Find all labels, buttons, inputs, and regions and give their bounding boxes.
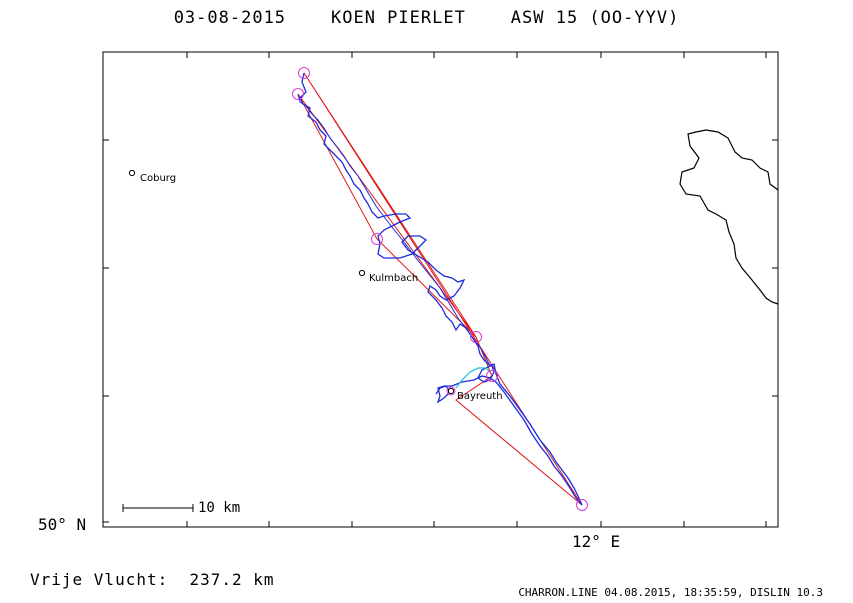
turnpoint-7 bbox=[446, 386, 456, 396]
turnpoint-1 bbox=[298, 67, 310, 79]
scale-label: 10 km bbox=[198, 500, 241, 516]
map-frame bbox=[102, 51, 779, 528]
flight-date: 03-08-2015 bbox=[173, 8, 287, 28]
track-cyan-segment bbox=[455, 367, 491, 389]
footer-file: CHARRON.LINE bbox=[518, 586, 598, 599]
turnpoint-5 bbox=[486, 370, 498, 382]
city-marker-bayreuth bbox=[447, 387, 455, 395]
flight-title: 03-08-2015 KOEN PIERLET ASW 15 (OO-YYV) bbox=[0, 8, 853, 28]
city-marker-kulmbach bbox=[358, 269, 366, 277]
distance-value: 237.2 km bbox=[189, 570, 275, 589]
city-label-kulmbach: Kulmbach bbox=[369, 273, 419, 284]
city-marker-coburg bbox=[128, 169, 136, 177]
city-label-bayreuth: Bayreuth bbox=[457, 391, 503, 402]
country-border bbox=[679, 129, 779, 305]
footer-info: CHARRON.LINE 04.08.2015, 18:35:59, DISLI… bbox=[518, 586, 823, 599]
footer-date: 04.08.2015, bbox=[604, 586, 678, 599]
turnpoint-2 bbox=[292, 88, 304, 100]
distance-summary: Vrije Vlucht: 237.2 km bbox=[30, 570, 275, 589]
route-legs bbox=[297, 72, 583, 506]
turnpoint-6 bbox=[576, 499, 588, 511]
latitude-label: 50° N bbox=[38, 515, 87, 534]
axis-ticks bbox=[103, 52, 778, 527]
city-label-coburg: Coburg bbox=[140, 173, 177, 184]
footer-software: DISLIN 10.3 bbox=[750, 586, 823, 599]
gps-track bbox=[299, 72, 583, 506]
pilot-name: KOEN PIERLET bbox=[331, 8, 466, 28]
distance-label: Vrije Vlucht: bbox=[30, 570, 169, 589]
scale-bar bbox=[122, 504, 194, 512]
glider-name: ASW 15 (OO-YYV) bbox=[510, 8, 680, 28]
longitude-label: 12° E bbox=[572, 532, 621, 551]
footer-time: 18:35:59, bbox=[683, 586, 744, 599]
gps-track-return bbox=[297, 93, 491, 367]
turnpoint-4 bbox=[470, 331, 482, 343]
turnpoints bbox=[292, 67, 588, 511]
turnpoint-3 bbox=[371, 233, 383, 245]
